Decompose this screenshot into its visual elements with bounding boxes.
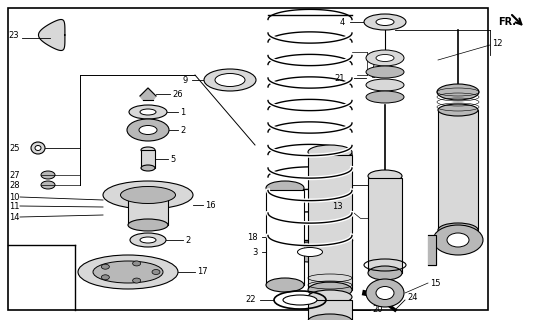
Text: 14: 14 <box>10 212 20 221</box>
Text: 27: 27 <box>9 171 20 180</box>
Bar <box>368 178 402 273</box>
Ellipse shape <box>368 170 402 182</box>
Text: 9: 9 <box>183 76 188 84</box>
Ellipse shape <box>41 181 55 189</box>
Ellipse shape <box>447 233 469 247</box>
Bar <box>308 300 352 320</box>
Bar <box>8 8 488 310</box>
Ellipse shape <box>101 275 110 280</box>
Ellipse shape <box>266 181 304 195</box>
Text: 1: 1 <box>180 108 185 116</box>
Text: 6: 6 <box>370 51 375 60</box>
Ellipse shape <box>130 233 166 247</box>
Ellipse shape <box>120 187 176 204</box>
Ellipse shape <box>308 282 352 298</box>
Text: 12: 12 <box>492 38 503 47</box>
Ellipse shape <box>140 109 156 115</box>
Ellipse shape <box>366 66 404 78</box>
Ellipse shape <box>129 105 167 119</box>
Text: 13: 13 <box>332 202 343 211</box>
Ellipse shape <box>308 145 352 159</box>
Text: 21: 21 <box>335 74 345 83</box>
Ellipse shape <box>366 91 404 103</box>
Ellipse shape <box>366 79 404 91</box>
Bar <box>128 195 168 225</box>
Text: 20: 20 <box>372 306 382 315</box>
Ellipse shape <box>297 247 323 257</box>
Text: 28: 28 <box>9 180 20 189</box>
Ellipse shape <box>141 165 155 171</box>
Ellipse shape <box>308 314 352 320</box>
Ellipse shape <box>31 142 45 154</box>
Ellipse shape <box>437 84 479 100</box>
Ellipse shape <box>376 54 394 61</box>
Text: FR.: FR. <box>498 17 516 27</box>
Text: 19: 19 <box>372 180 382 189</box>
Ellipse shape <box>78 255 178 289</box>
Text: 2: 2 <box>180 125 185 134</box>
Text: 18: 18 <box>248 233 258 242</box>
Text: 25: 25 <box>10 143 20 153</box>
Ellipse shape <box>376 19 394 26</box>
Ellipse shape <box>215 74 245 86</box>
Polygon shape <box>428 235 436 265</box>
Ellipse shape <box>141 147 155 153</box>
Ellipse shape <box>128 219 168 231</box>
Ellipse shape <box>139 125 157 134</box>
Ellipse shape <box>438 223 478 237</box>
Ellipse shape <box>133 261 141 266</box>
Polygon shape <box>39 20 65 51</box>
Text: 3: 3 <box>252 247 258 257</box>
Text: 16: 16 <box>205 201 216 210</box>
Ellipse shape <box>103 181 193 209</box>
Ellipse shape <box>283 295 317 305</box>
Ellipse shape <box>152 269 160 275</box>
Bar <box>141 150 155 168</box>
Text: 5: 5 <box>170 155 175 164</box>
Ellipse shape <box>282 242 337 262</box>
Text: 10: 10 <box>10 193 20 202</box>
Ellipse shape <box>93 261 163 283</box>
Text: 17: 17 <box>197 268 208 276</box>
Polygon shape <box>140 88 156 100</box>
Ellipse shape <box>41 171 55 179</box>
Bar <box>438 110 478 230</box>
Text: 22: 22 <box>245 295 256 305</box>
Ellipse shape <box>204 69 256 91</box>
Ellipse shape <box>366 50 404 66</box>
Text: 8: 8 <box>370 70 375 79</box>
Ellipse shape <box>133 278 141 283</box>
Ellipse shape <box>368 266 402 280</box>
Ellipse shape <box>433 225 483 255</box>
Text: 4: 4 <box>340 18 345 27</box>
Text: 11: 11 <box>10 202 20 211</box>
Ellipse shape <box>140 237 156 243</box>
Bar <box>266 190 304 285</box>
Text: 2: 2 <box>185 236 190 244</box>
Text: 24: 24 <box>407 293 417 302</box>
Text: 23: 23 <box>8 30 19 39</box>
Text: 15: 15 <box>430 278 440 287</box>
Ellipse shape <box>364 14 406 30</box>
Ellipse shape <box>376 286 394 300</box>
Ellipse shape <box>266 278 304 292</box>
Ellipse shape <box>35 146 41 150</box>
Ellipse shape <box>308 290 352 304</box>
Ellipse shape <box>127 119 169 141</box>
Text: 26: 26 <box>172 90 183 99</box>
Ellipse shape <box>101 264 110 269</box>
Text: 7: 7 <box>370 60 375 69</box>
Bar <box>308 155 352 290</box>
Ellipse shape <box>438 104 478 116</box>
Ellipse shape <box>366 279 404 307</box>
